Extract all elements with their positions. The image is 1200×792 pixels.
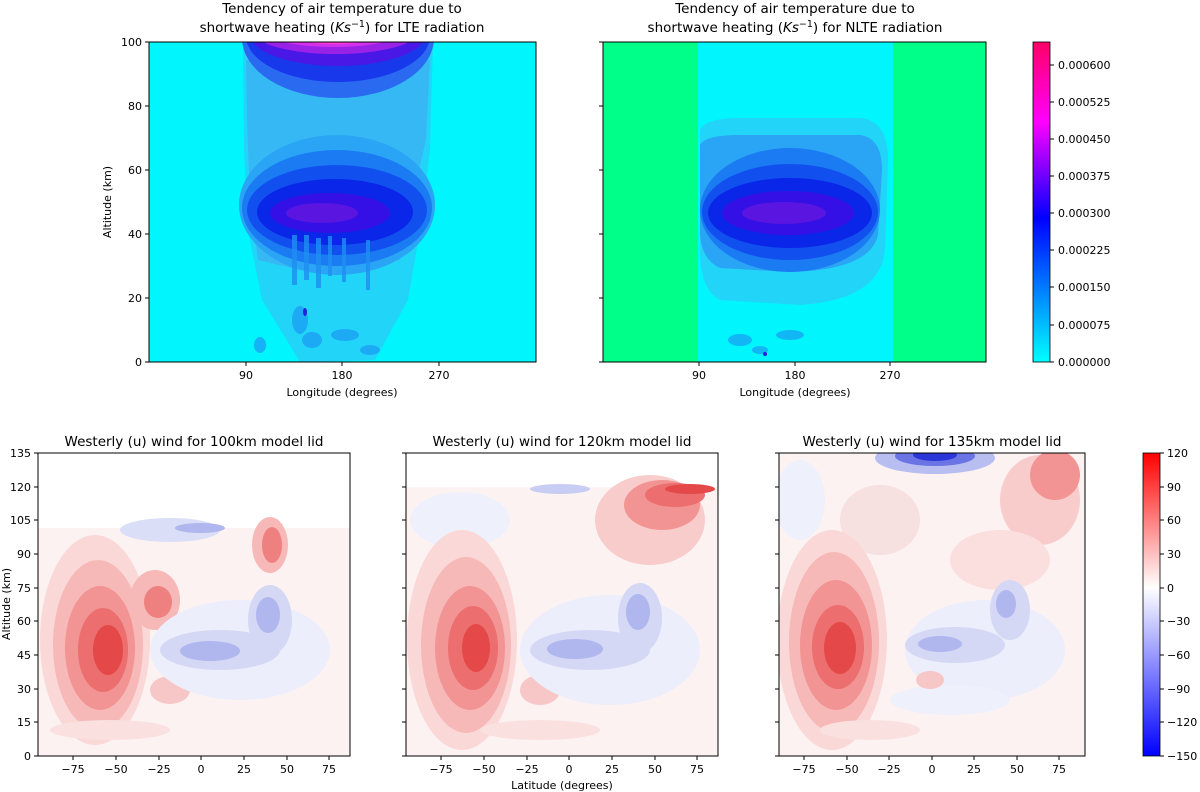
xtick-label: 75 (690, 763, 704, 776)
xtick-label: 90 (239, 369, 253, 382)
colorbar-tick-label: 0.000300 (1058, 207, 1111, 220)
colorbar-tick-label: 0.000075 (1058, 319, 1111, 332)
colorbar-tick-label: 0.000225 (1058, 244, 1111, 257)
panel-nlte-plot (603, 42, 986, 362)
colorbar-tick-label: 60 (1167, 514, 1181, 527)
panel-wind-120km-yaxis (402, 452, 406, 757)
colorbar-tick-label: 0 (1167, 582, 1174, 595)
xtick-label: −50 (472, 763, 495, 776)
panel-wind-120km-xaxis: −75 −50 −25 0 25 50 75 Latitude (degrees… (429, 756, 704, 792)
ytick-label: 80 (128, 100, 142, 113)
ytick-label: 120 (10, 481, 31, 494)
xtick-label: 270 (429, 369, 450, 382)
colorbar-tick-label: −150 (1167, 750, 1197, 763)
panel-wind-120km: Westerly (u) wind for 120km model lid (402, 434, 719, 792)
ytick-label: 90 (17, 548, 31, 561)
ytick-label: 45 (17, 649, 31, 662)
colorbar-heating: 0.000000 0.000075 0.000150 0.000225 0.00… (1032, 41, 1111, 369)
ytick-label: 75 (17, 582, 31, 595)
panel-lte-xaxis: 90 180 270 Longitude (degrees) (239, 362, 450, 399)
panel-lte: Tendency of air temperature due to short… (101, 1, 537, 399)
xtick-label: −50 (835, 763, 858, 776)
panel-wind-100km: Westerly (u) wind for 100km model lid (0, 434, 351, 776)
colorbar-tick-label: 90 (1167, 481, 1181, 494)
colorbar-tick-label: 0.000000 (1058, 356, 1111, 369)
xtick-label: −25 (147, 763, 170, 776)
colorbar-tick-label: −90 (1167, 683, 1190, 696)
panel-wind-100km-title: Westerly (u) wind for 100km model lid (65, 434, 324, 450)
panel-lte-yaxis: 0 20 40 60 80 100 Altitude (km) (101, 36, 149, 369)
panel-wind-100km-yaxis: 0 15 30 45 60 75 90 105 120 135 Altitude… (0, 447, 38, 763)
panel-wind-135km-plot (779, 453, 1085, 756)
panel-wind-120km-plot (406, 453, 718, 756)
xtick-label: −75 (792, 763, 815, 776)
panel-nlte-title-line1: Tendency of air temperature due to (674, 1, 915, 17)
panel-lte-plot (149, 42, 536, 362)
xtick-label: 0 (929, 763, 936, 776)
xtick-label: −75 (429, 763, 452, 776)
xtick-label: 0 (566, 763, 573, 776)
xtick-label: 180 (332, 369, 353, 382)
panel-lte-ylabel: Altitude (km) (101, 166, 114, 238)
ytick-label: 105 (10, 514, 31, 527)
panel-lte-xlabel: Longitude (degrees) (286, 386, 397, 399)
xtick-label: −75 (61, 763, 84, 776)
xtick-label: 25 (237, 763, 251, 776)
ytick-label: 15 (17, 716, 31, 729)
panel-wind-100km-plot (38, 453, 350, 756)
ytick-label: 0 (24, 750, 31, 763)
colorbar-tick-label: 0.000450 (1058, 133, 1111, 146)
ytick-label: 100 (121, 36, 142, 49)
panel-nlte-xaxis: 90 180 270 Longitude (degrees) (692, 362, 901, 399)
panel-lte-title-line2: shortwave heating (Ks−1) for LTE radiati… (200, 19, 485, 36)
colorbar-tick-label: 0.000525 (1058, 96, 1111, 109)
panel-wind-135km: Westerly (u) wind for 135km model lid (775, 434, 1086, 776)
panel-lte-title-line1: Tendency of air temperature due to (221, 1, 462, 17)
panel-nlte-title-line2: shortwave heating (Ks−1) for NLTE radiat… (648, 19, 943, 36)
xtick-label: 75 (1052, 763, 1066, 776)
xtick-label: 0 (198, 763, 205, 776)
xtick-label: 180 (785, 369, 806, 382)
ytick-label: 60 (128, 164, 142, 177)
panel-nlte: Tendency of air temperature due to short… (599, 1, 987, 399)
xtick-label: 270 (880, 369, 901, 382)
panel-wind-135km-yaxis (775, 452, 779, 757)
panel-wind-100km-xaxis: −75 −50 −25 0 25 50 75 (61, 756, 336, 776)
xtick-label: 90 (692, 369, 706, 382)
panel-wind-135km-xaxis: −75 −50 −25 0 25 50 75 (792, 756, 1066, 776)
ytick-label: 40 (128, 228, 142, 241)
colorbar-tick-label: 120 (1167, 447, 1188, 460)
xtick-label: 50 (648, 763, 662, 776)
panel-wind-120km-xlabel: Latitude (degrees) (511, 779, 613, 792)
ytick-label: 20 (128, 292, 142, 305)
colorbar-tick-label: −120 (1167, 716, 1197, 729)
colorbar-tick-label: −30 (1167, 615, 1190, 628)
colorbar-wind: 120 90 60 30 0 −30 −60 −90 −120 −150 (1142, 447, 1197, 763)
colorbar-tick-label: 0.000375 (1058, 170, 1111, 183)
xtick-label: −50 (104, 763, 127, 776)
panel-nlte-xlabel: Longitude (degrees) (739, 386, 850, 399)
ytick-label: 0 (135, 356, 142, 369)
xtick-label: 75 (322, 763, 336, 776)
ytick-label: 60 (17, 615, 31, 628)
xtick-label: 50 (1010, 763, 1024, 776)
ytick-label: 135 (10, 447, 31, 460)
ytick-label: 30 (17, 683, 31, 696)
panel-nlte-yaxis (599, 41, 603, 363)
colorbar-tick-label: −60 (1167, 649, 1190, 662)
xtick-label: −25 (877, 763, 900, 776)
xtick-label: −25 (515, 763, 538, 776)
colorbar-tick-label: 30 (1167, 548, 1181, 561)
xtick-label: 25 (605, 763, 619, 776)
xtick-label: 25 (967, 763, 981, 776)
colorbar-tick-label: 0.000600 (1058, 59, 1111, 72)
panel-wind-100km-ylabel: Altitude (km) (0, 568, 13, 640)
panel-wind-135km-title: Westerly (u) wind for 135km model lid (803, 434, 1062, 450)
panel-wind-120km-title: Westerly (u) wind for 120km model lid (433, 434, 692, 450)
colorbar-tick-label: 0.000150 (1058, 281, 1111, 294)
xtick-label: 50 (280, 763, 294, 776)
